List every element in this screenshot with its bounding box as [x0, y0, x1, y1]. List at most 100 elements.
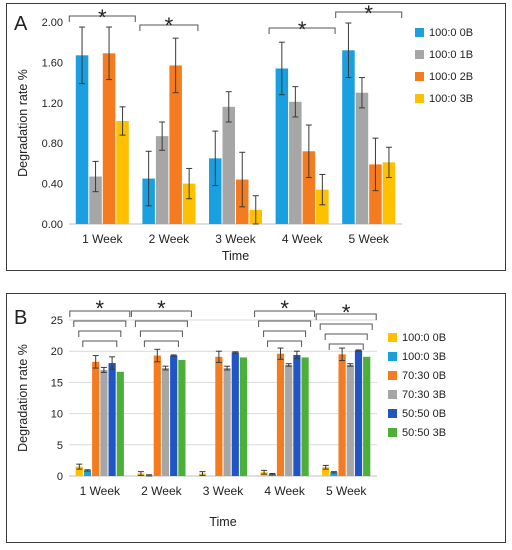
x-tick-label: 1 Week: [82, 232, 123, 246]
significance-star: *: [298, 17, 307, 42]
legend-label: 100:0 2B: [429, 71, 473, 83]
y-tick-label: 0.80: [42, 138, 63, 150]
x-axis-label: Time: [222, 249, 249, 263]
bar: [239, 357, 248, 476]
bar: [354, 350, 363, 476]
x-tick-label: 2 Week: [141, 484, 182, 498]
significance-bracket: [82, 340, 118, 347]
bar: [100, 369, 108, 476]
bar: [289, 101, 302, 224]
bar: [222, 106, 235, 224]
x-tick-label: 1 Week: [80, 484, 121, 498]
y-tick-label: 15: [51, 377, 63, 389]
chart-b: B 0 5 10 15 20 25 Degradation rate % Time 1 Week 2…: [14, 296, 446, 529]
y-axis-label: Degradation rate %: [16, 69, 30, 177]
y-tick-label: 1.60: [42, 57, 63, 69]
significance-bracket: [73, 320, 127, 327]
bar: [346, 364, 354, 476]
bar: [215, 356, 223, 476]
significance-star: *: [364, 4, 373, 26]
significance-star: *: [157, 296, 166, 321]
y-tick-label: 25: [51, 315, 63, 327]
significance-bracket: [134, 320, 188, 327]
significance-star: *: [280, 296, 289, 321]
legend-label: 100:0 3B: [402, 351, 446, 363]
x-tick-label: 3 Week: [215, 232, 256, 246]
significance-bracket: [335, 11, 403, 18]
x-tick-label: 4 Week: [264, 484, 305, 498]
legend-swatch: [388, 409, 397, 418]
bar: [231, 352, 239, 476]
panel-label-b: B: [14, 307, 27, 329]
bar: [285, 364, 293, 476]
bar: [276, 353, 285, 476]
y-tick-label: 1.20: [42, 98, 63, 110]
bar: [363, 356, 371, 476]
significance-bracket: [69, 310, 131, 317]
panel-a: A 0.00 0.40 0.80 1.20 1.60 2.00 Degradation rat…: [6, 3, 506, 271]
significance-star: *: [165, 13, 174, 38]
bar: [83, 470, 92, 476]
bar: [209, 158, 222, 224]
panel-label-a: A: [14, 13, 28, 35]
significance-bracket: [324, 333, 368, 340]
bar: [108, 363, 116, 476]
bar: [355, 92, 369, 224]
legend-swatch: [388, 390, 397, 399]
legend-label: 50:50 3B: [402, 427, 446, 439]
bar: [330, 472, 338, 476]
legend-swatch: [415, 72, 424, 81]
bar: [92, 361, 100, 476]
bar: [169, 65, 182, 225]
bar: [89, 176, 102, 224]
x-tick-label: 3 Week: [203, 484, 244, 498]
legend-label: 100:0 0B: [402, 332, 446, 344]
bar: [75, 466, 83, 476]
bar: [302, 151, 316, 224]
bar: [338, 354, 346, 476]
significance-bracket: [328, 343, 364, 350]
significance-bracket: [143, 340, 179, 347]
significance-bracket: [68, 15, 136, 22]
x-tick-label: 2 Week: [149, 232, 190, 246]
significance-star: *: [342, 300, 351, 325]
bar: [161, 368, 170, 476]
bar: [369, 164, 382, 224]
legend-swatch: [388, 428, 397, 437]
legend-label: 100:0 1B: [429, 49, 473, 61]
bar: [293, 354, 301, 476]
legend-label: 50:50 0B: [402, 408, 446, 420]
bar: [342, 50, 355, 224]
significance-bracket: [263, 330, 307, 337]
legend-swatch: [415, 50, 424, 59]
legend-swatch: [388, 333, 397, 342]
x-tick-label: 5 Week: [326, 484, 367, 498]
legend-label: 70:30 0B: [402, 370, 446, 382]
panel-b: B 0 5 10 15 20 25 Degradation rate % Time 1 Week 2…: [6, 293, 506, 543]
legend-swatch: [415, 28, 424, 37]
chart-a: A 0.00 0.40 0.80 1.20 1.60 2.00 Degradation rat…: [14, 4, 473, 263]
y-tick-label: 0: [57, 471, 63, 483]
bar: [153, 355, 161, 476]
significance-bracket: [319, 323, 373, 330]
bar: [275, 68, 289, 225]
x-axis-label: Time: [209, 515, 236, 529]
bar: [116, 371, 124, 476]
legend-label: 100:0 3B: [429, 93, 473, 105]
bar: [116, 120, 129, 224]
legend-swatch: [388, 371, 397, 380]
y-tick-label: 2.00: [42, 17, 63, 29]
bar: [170, 355, 178, 476]
y-tick-label: 20: [51, 346, 63, 358]
y-tick-label: 5: [57, 440, 63, 452]
y-axis-label: Degradation rate %: [16, 344, 30, 452]
x-tick-label: 5 Week: [348, 232, 389, 246]
x-tick-label: 4 Week: [282, 232, 323, 246]
bar: [75, 55, 89, 224]
bar: [382, 162, 396, 224]
y-tick-label: 10: [51, 409, 63, 421]
significance-star: *: [98, 5, 107, 30]
bar: [182, 183, 196, 224]
y-tick-label: 0.40: [42, 179, 63, 191]
